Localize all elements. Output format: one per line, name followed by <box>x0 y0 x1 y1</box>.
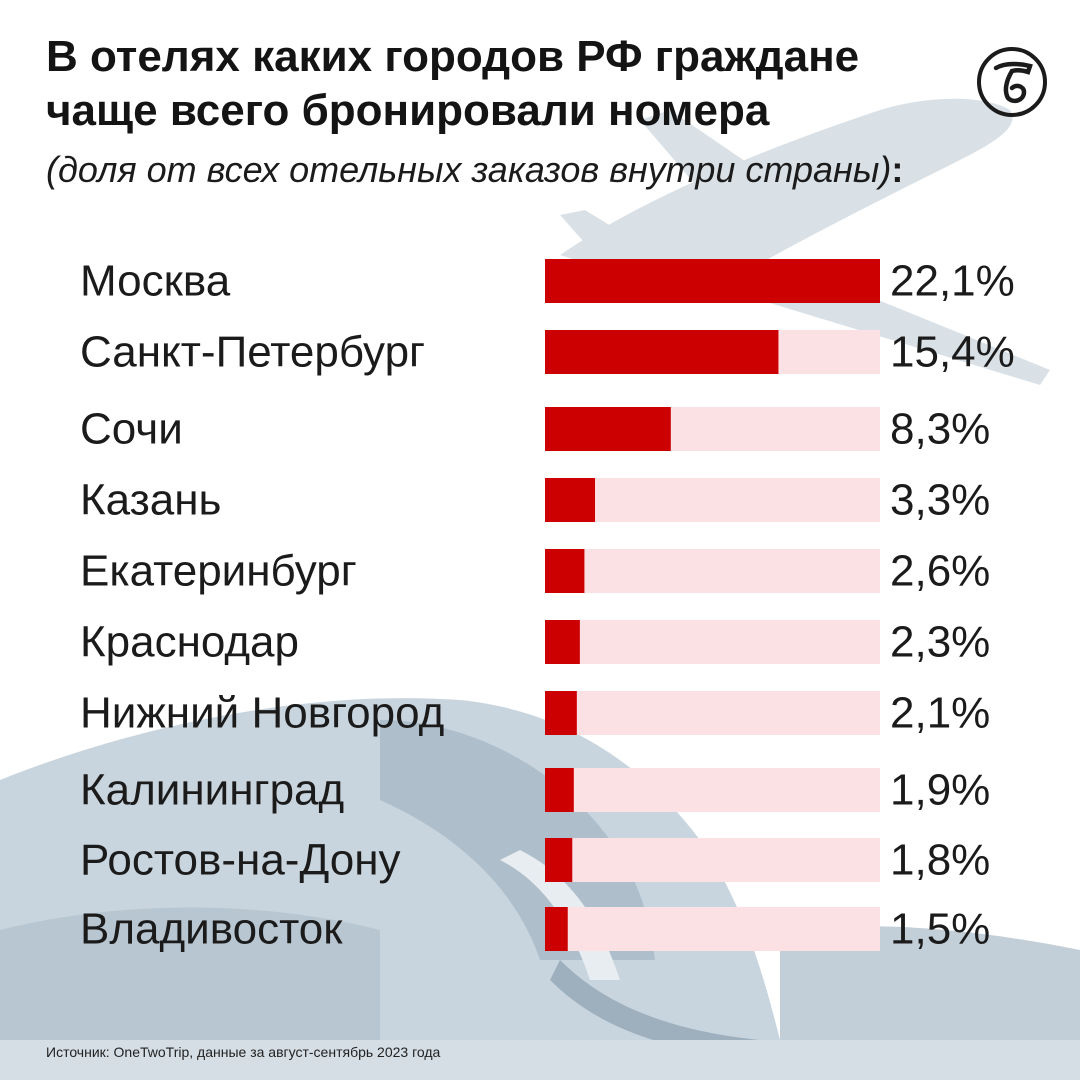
value-label: 1,9% <box>890 766 990 815</box>
subtitle-text: (доля от всех отельных заказов внутри ст… <box>46 149 892 190</box>
value-label: 3,3% <box>890 476 990 525</box>
bar <box>545 407 671 451</box>
bar <box>545 478 596 522</box>
bar-track <box>545 620 880 664</box>
bar <box>545 838 573 882</box>
chart-subtitle: (доля от всех отельных заказов внутри ст… <box>46 148 903 192</box>
bar <box>545 768 574 812</box>
category-label: Екатеринбург <box>80 547 357 596</box>
category-label: Владивосток <box>80 905 343 954</box>
value-label: 1,5% <box>890 905 990 954</box>
bar <box>545 259 880 303</box>
bar-track <box>545 478 880 522</box>
source-note: Источник: OneTwoTrip, данные за август-с… <box>46 1044 441 1060</box>
bar <box>545 330 779 374</box>
value-label: 2,6% <box>890 547 990 596</box>
newspaper-logo-icon <box>977 47 1047 117</box>
category-label: Сочи <box>80 405 183 454</box>
bar-track <box>545 549 880 593</box>
value-label: 2,3% <box>890 618 990 667</box>
bar-track <box>545 838 880 882</box>
category-label: Калининград <box>80 766 344 815</box>
value-label: 2,1% <box>890 689 990 738</box>
title-line-1: В отелях каких городов РФ граждане <box>46 32 860 81</box>
subtitle-colon: : <box>891 149 904 190</box>
value-label: 1,8% <box>890 836 990 885</box>
value-label: 22,1% <box>890 257 1015 306</box>
category-label: Казань <box>80 476 221 525</box>
category-label: Краснодар <box>80 618 299 667</box>
value-label: 8,3% <box>890 405 990 454</box>
title-line-2: чаще всего бронировали номера <box>46 86 770 135</box>
bar <box>545 549 585 593</box>
category-label: Санкт-Петербург <box>80 328 425 377</box>
bar <box>545 620 580 664</box>
bar-track <box>545 691 880 735</box>
bar <box>545 907 568 951</box>
bar-track <box>545 768 880 812</box>
category-label: Нижний Новгород <box>80 689 444 738</box>
bar-track <box>545 907 880 951</box>
chart-title: В отелях каких городов РФ граждане чаще … <box>46 30 946 138</box>
category-label: Москва <box>80 257 231 306</box>
value-label: 15,4% <box>890 328 1015 377</box>
category-label: Ростов-на-Дону <box>80 836 401 885</box>
bar <box>545 691 577 735</box>
